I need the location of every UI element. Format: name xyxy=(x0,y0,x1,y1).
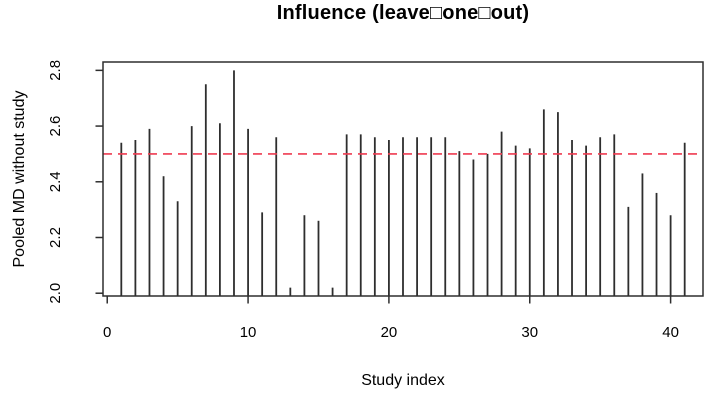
y-tick-label-2.6: 2.6 xyxy=(47,116,64,137)
y-tick-label-2.4: 2.4 xyxy=(47,171,64,192)
x-tick-label-40: 40 xyxy=(662,324,679,341)
chart-title: Influence (leave□one□out) xyxy=(276,2,530,24)
x-tick-label-20: 20 xyxy=(381,324,398,341)
y-tick-label-2.0: 2.0 xyxy=(47,283,64,304)
plot-box xyxy=(102,61,704,297)
y-tick-label-2.8: 2.8 xyxy=(47,60,64,81)
x-tick-label-30: 30 xyxy=(521,324,538,341)
x-axis-title: Study index xyxy=(361,372,445,389)
x-tick-label-10: 10 xyxy=(240,324,257,341)
y-tick-label-2.2: 2.2 xyxy=(47,227,64,248)
x-tick-label-0: 0 xyxy=(103,324,111,341)
